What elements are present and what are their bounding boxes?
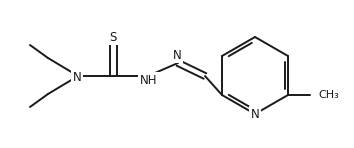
Text: N: N (73, 70, 81, 83)
Text: N: N (251, 107, 259, 120)
Text: S: S (109, 30, 117, 44)
Text: N: N (173, 49, 181, 62)
Text: CH₃: CH₃ (318, 90, 339, 100)
Text: NH: NH (140, 74, 158, 86)
